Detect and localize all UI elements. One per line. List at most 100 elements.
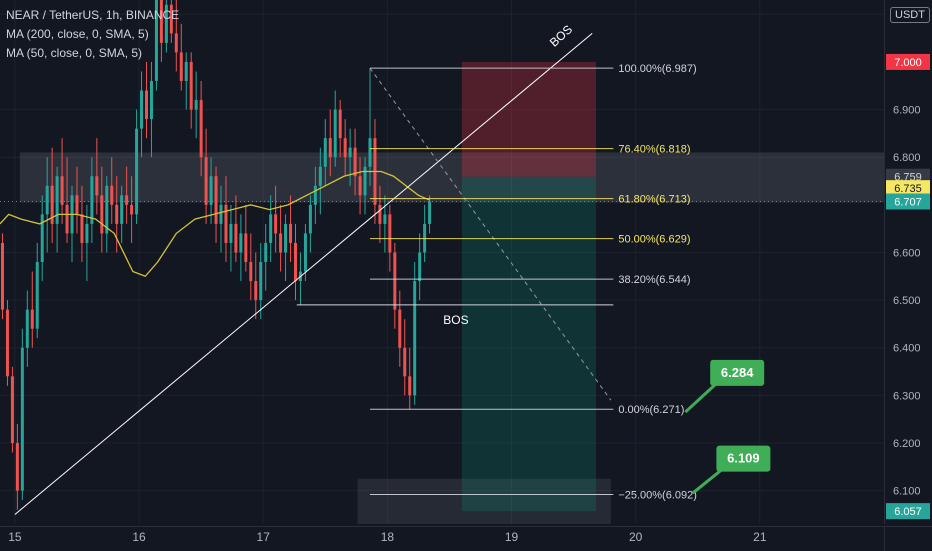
candle-body bbox=[130, 204, 134, 215]
price-tick: 6.200 bbox=[893, 438, 921, 450]
candle-body bbox=[135, 128, 139, 215]
candle-body bbox=[333, 109, 337, 158]
axis-corner bbox=[884, 526, 932, 551]
candle-body bbox=[85, 223, 89, 243]
candle-body bbox=[219, 204, 223, 224]
candle-body bbox=[179, 52, 183, 81]
candle-body bbox=[388, 214, 392, 253]
legend-ma50[interactable]: MA (50, close, 0, SMA, 5) bbox=[6, 46, 143, 60]
candle-body bbox=[378, 204, 382, 224]
candle-body bbox=[10, 376, 14, 444]
candle-body bbox=[174, 33, 178, 53]
candle-body bbox=[254, 281, 258, 301]
price-label-box bbox=[886, 193, 930, 210]
candle-body bbox=[189, 61, 193, 110]
candle-body bbox=[164, 4, 168, 43]
candle-body bbox=[90, 176, 94, 224]
candle-body bbox=[30, 309, 34, 329]
candle-body bbox=[35, 262, 39, 329]
candle-body bbox=[110, 185, 114, 205]
price-tick: 6.800 bbox=[893, 152, 921, 164]
candle-body bbox=[184, 61, 188, 81]
candle-body bbox=[308, 204, 312, 234]
candle-body bbox=[115, 204, 119, 224]
candle-body bbox=[199, 100, 203, 158]
target-callout-2: 6.109 bbox=[691, 445, 771, 495]
candle-body bbox=[413, 281, 417, 396]
candle-body bbox=[149, 80, 153, 120]
candle-body bbox=[214, 176, 218, 224]
price-tick: 6.500 bbox=[893, 295, 921, 307]
candle-body bbox=[120, 195, 124, 224]
price-label-text: 6.707 bbox=[894, 197, 922, 209]
candle-body bbox=[323, 138, 327, 167]
time-tick: 15 bbox=[8, 530, 22, 544]
candle-body bbox=[145, 90, 149, 120]
candle-body bbox=[25, 309, 29, 348]
candle-body bbox=[348, 147, 352, 158]
callout-box bbox=[716, 445, 771, 472]
candle-body bbox=[368, 138, 372, 167]
time-axis-labels: 15 16 17 18 19 20 21 bbox=[8, 530, 767, 544]
price-label-box bbox=[886, 53, 930, 70]
callout-pointer bbox=[684, 380, 720, 414]
candle-body bbox=[338, 109, 342, 139]
candle-body bbox=[75, 195, 79, 215]
candle-body bbox=[140, 90, 144, 129]
candle-body bbox=[234, 223, 238, 253]
candle-body bbox=[154, 0, 158, 81]
legend-ma200[interactable]: MA (200, close, 0, SMA, 5) bbox=[6, 27, 149, 41]
time-axis[interactable] bbox=[0, 526, 884, 551]
currency-badge[interactable]: USDT bbox=[890, 7, 930, 23]
candle-body bbox=[159, 0, 163, 43]
legend-symbol[interactable]: NEAR / TetherUS, 1h, BINANCE bbox=[6, 8, 180, 22]
candle-body bbox=[259, 262, 263, 301]
candle-body bbox=[204, 157, 208, 205]
candle-body bbox=[169, 4, 173, 34]
candle-body bbox=[363, 166, 367, 196]
candle-body bbox=[15, 443, 19, 491]
candle-body bbox=[293, 242, 297, 282]
plot-background bbox=[0, 0, 884, 524]
price-label-text: 6.057 bbox=[894, 506, 922, 518]
candle-body bbox=[418, 252, 422, 282]
candle-body bbox=[279, 233, 283, 253]
candle-body bbox=[249, 262, 253, 282]
time-tick: 19 bbox=[505, 530, 519, 544]
price-tick: 6.600 bbox=[893, 247, 921, 259]
fib-label: 61.80%(6.713) bbox=[618, 194, 690, 206]
target-callout-1: 6.284 bbox=[684, 359, 765, 414]
time-tick: 20 bbox=[629, 530, 643, 544]
candle-body bbox=[105, 185, 109, 234]
candle-body bbox=[428, 201, 432, 224]
price-tick: 6.100 bbox=[893, 486, 921, 498]
fib-levels: 100.00%(6.987) 76.40%(6.818) 61.80%(6.713)… bbox=[369, 63, 697, 501]
price-label-text: 7.000 bbox=[894, 57, 922, 69]
candles bbox=[0, 0, 432, 510]
candle-body bbox=[244, 233, 248, 262]
candle-body bbox=[60, 176, 64, 205]
fib-label: −25.00%(6.092) bbox=[618, 489, 697, 501]
candle-body bbox=[343, 138, 347, 158]
candle-body bbox=[45, 185, 49, 215]
price-axis[interactable] bbox=[884, 0, 932, 524]
candle-body bbox=[289, 223, 293, 243]
fib-label: 38.20%(6.544) bbox=[618, 274, 690, 286]
price-tick: 6.400 bbox=[893, 343, 921, 355]
fib-label: 76.40%(6.818) bbox=[618, 144, 690, 156]
price-label-box bbox=[886, 180, 930, 197]
bos-label-level: BOS bbox=[443, 313, 468, 327]
callout-box bbox=[710, 359, 765, 386]
callout-pointer bbox=[691, 466, 726, 495]
candle-body bbox=[50, 185, 54, 224]
time-tick: 17 bbox=[257, 530, 271, 544]
candle-body bbox=[229, 223, 233, 243]
candle-body bbox=[353, 147, 357, 177]
candle-body bbox=[0, 242, 4, 310]
candle-body bbox=[269, 214, 273, 243]
price-label-box bbox=[886, 503, 930, 520]
candle-body bbox=[303, 233, 307, 272]
time-tick: 21 bbox=[753, 530, 767, 544]
